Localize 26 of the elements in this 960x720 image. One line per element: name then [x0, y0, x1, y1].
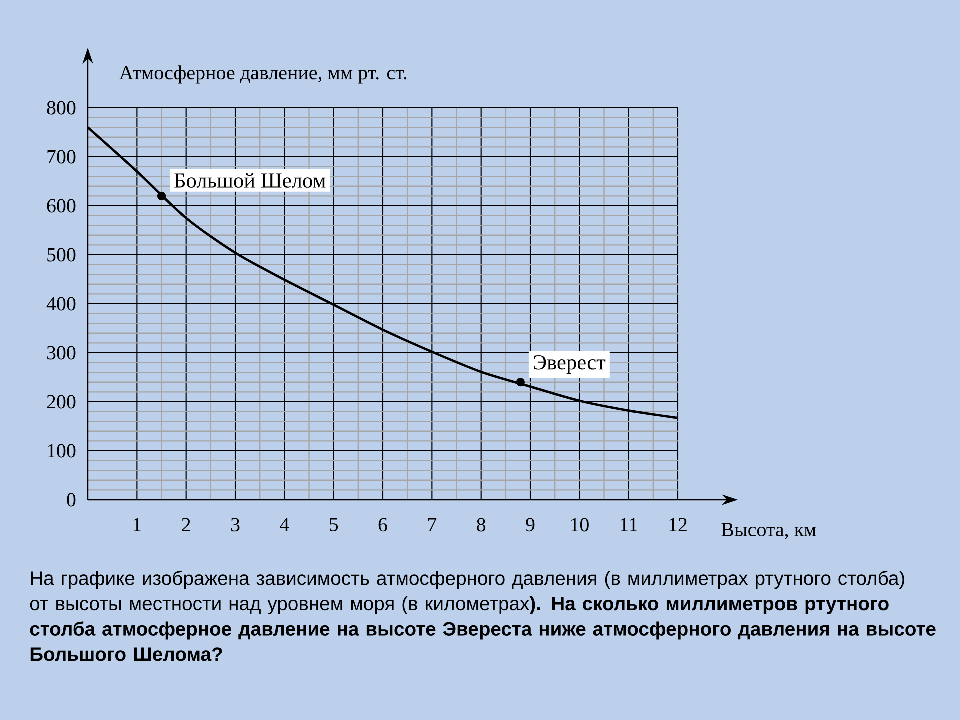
y-tick-label: 300 [47, 346, 76, 360]
y-tick-label: 0 [67, 493, 76, 507]
x-tick-label: 4 [280, 518, 290, 532]
x-tick-label: 12 [670, 518, 687, 532]
y-tick-label: 400 [46, 297, 76, 311]
y-tick-label: 700 [48, 150, 76, 164]
x-tick-label: 9 [526, 518, 535, 532]
y-tick-label: 500 [48, 248, 76, 262]
y-tick-label: 600 [47, 199, 76, 213]
x-axis-title: Высота, км [722, 523, 816, 540]
x-tick-label: 11 [620, 518, 638, 532]
x-tick-label: 8 [477, 518, 486, 532]
x-tick-label: 2 [182, 518, 190, 532]
x-tick-label: 7 [428, 518, 437, 532]
y-tick-label: 200 [47, 395, 76, 409]
x-tick-label: 6 [378, 518, 388, 532]
x-tick-label: 5 [330, 518, 338, 532]
annotation: Большой Шелом [174, 173, 326, 188]
y-axis-title: Атмосферное давление, мм рт. ст. [119, 66, 407, 84]
y-tick-label: 100 [48, 444, 76, 458]
text: На графике изображена зависимость атмосферного давления (в миллиметрах ртутного столба) от высоты местности над уровнем моря (в километрах). На сколько миллиметров ртутного столба атмосферное давление на высоте Эвереста ниже атмосферного давления на высоте Большого Шелома? [30, 570, 936, 662]
y-tick-label: 800 [47, 101, 76, 115]
x-tick-label: 3 [231, 518, 240, 532]
x-tick-label: 10 [571, 518, 589, 532]
x-tick-label: 1 [134, 518, 141, 532]
annotation: Эверест [534, 355, 606, 374]
